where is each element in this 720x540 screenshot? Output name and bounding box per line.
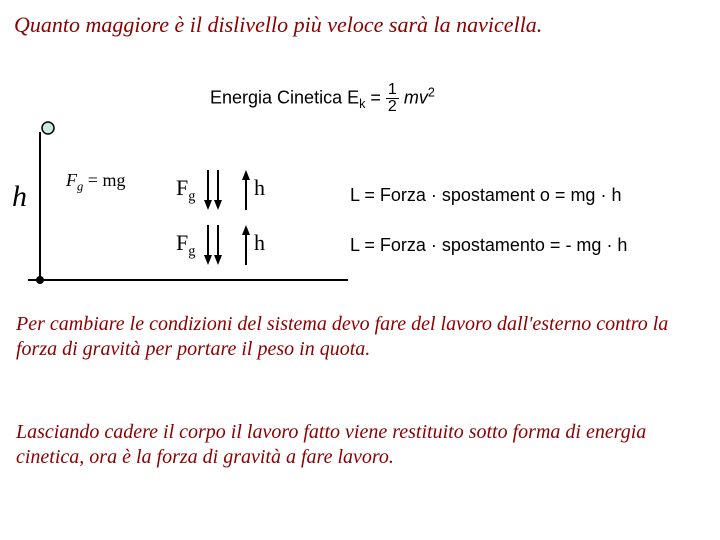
arrow-h2-up-head [242,225,250,235]
arrow-h1-up-head [242,170,250,180]
eq-work-1: L = Forza · spostament o = mg · h [350,185,621,206]
slide-title: Quanto maggiore è il dislivello più velo… [0,0,720,38]
h-label-1: h [254,175,265,201]
big-h-label: h [12,180,27,214]
h-label-2: h [254,230,265,256]
bottom-point [36,276,44,284]
height-diagram: h Fg h Fg h [18,120,358,290]
eq-kinetic-energy: Energia Cinetica Ek = 1 2 mv2 [210,82,435,115]
paragraph-2: Lasciando cadere il corpo il lavoro fatt… [0,420,720,470]
fg2-sub: g [188,243,195,259]
eq-work-2: L = Forza · spostamento = - mg · h [350,235,627,256]
ek-eq: = [365,87,386,107]
ek-den: 2 [386,99,399,115]
arrow-fg1-down-b-head [214,200,222,210]
fg1-sub: g [188,188,195,204]
ek-mv: mv [404,87,428,107]
top-ball [42,122,54,134]
arrow-fg1-down-a-head [204,200,212,210]
fg-label-2: Fg [176,230,195,260]
ek-num: 1 [386,82,399,99]
fg1-f: F [176,175,188,200]
fg2-f: F [176,230,188,255]
arrow-fg2-down-a-head [204,255,212,265]
fg-label-1: Fg [176,175,195,205]
paragraph-1: Per cambiare le condizioni del sistema d… [0,312,720,362]
ek-sq: 2 [428,85,435,99]
ek-fraction: 1 2 [386,82,399,115]
ek-text: Energia Cinetica E [210,87,359,107]
arrow-fg2-down-b-head [214,255,222,265]
